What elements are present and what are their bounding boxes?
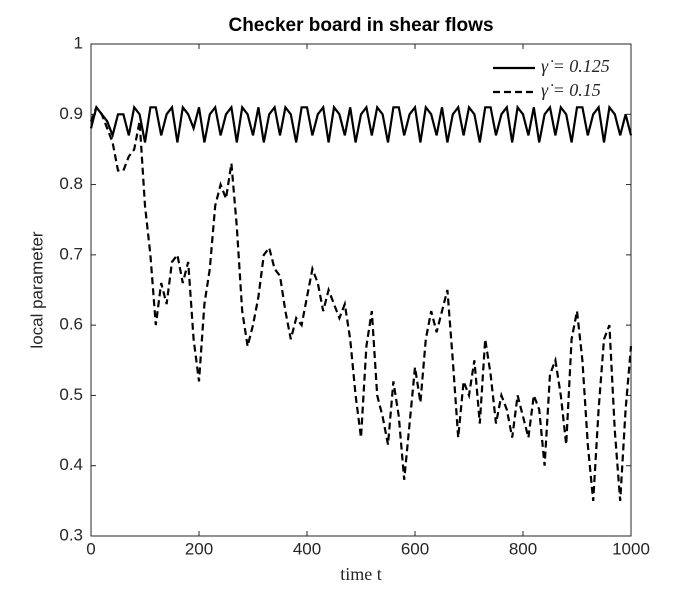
legend-label: γ̇ = 0.15 (541, 80, 601, 100)
chart-title: Checker board in shear flows (228, 15, 493, 36)
y-tick-label: 1 (74, 33, 83, 52)
x-axis-label: time t (340, 564, 382, 584)
line-series (89, 105, 633, 502)
y-tick-label: 0.9 (59, 104, 83, 123)
x-tick-label: 400 (293, 539, 321, 558)
x-tick-label: 800 (509, 539, 537, 558)
x-tick-label: 200 (185, 539, 213, 558)
y-tick-label: 0.5 (59, 385, 83, 404)
y-tick-label: 0.8 (59, 174, 83, 193)
x-tick-label: 0 (86, 539, 95, 558)
y-tick-label: 0.6 (59, 315, 83, 334)
x-tick-label: 1000 (612, 539, 650, 558)
y-tick-label: 0.4 (59, 455, 83, 474)
y-axis-label: local parameter (27, 231, 46, 349)
y-tick-label: 0.3 (59, 525, 83, 544)
x-tick-label: 600 (401, 539, 429, 558)
legend-label: γ̇ = 0.125 (541, 56, 610, 76)
line-series (89, 104, 633, 143)
y-tick-label: 0.7 (59, 244, 83, 263)
